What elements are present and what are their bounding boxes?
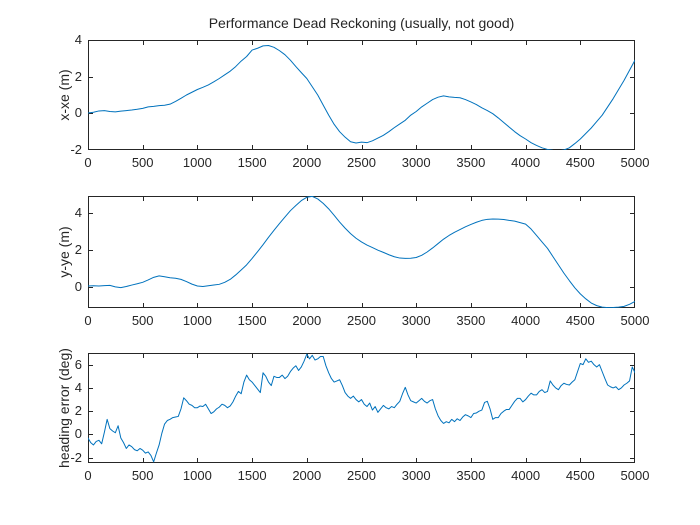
- y-tick-label: 4: [74, 205, 82, 221]
- x-tick-label: 1000: [182, 468, 212, 483]
- y-tick-label: 6: [74, 356, 82, 372]
- x-tick-label: 500: [131, 313, 154, 328]
- x-tick-label: 500: [131, 155, 154, 170]
- x-tick-label: 1500: [237, 468, 267, 483]
- x-tick-label: 3500: [456, 155, 486, 170]
- x-tick-label: 4000: [511, 468, 541, 483]
- data-line: [88, 353, 635, 463]
- subplot-1-axes: 0 500 1000 1500 2000 2500 3000 3500 4000 4500 5000…: [70, 32, 649, 170]
- x-tick-label: 1000: [182, 313, 212, 328]
- x-tick-label: 4500: [565, 468, 595, 483]
- y-tick-label: -2: [70, 142, 82, 157]
- y-tick-label: 4: [74, 32, 82, 47]
- axes-box: [88, 196, 635, 308]
- x-tick-label: 2000: [292, 313, 322, 328]
- x-tick-label: 3000: [401, 468, 431, 483]
- y-tick-label: 2: [74, 403, 82, 419]
- y-tick-label: 2: [74, 242, 82, 258]
- subplot-2-axes: 0 500 1000 1500 2000 2500 3000 3500 4000 4500 5000…: [75, 196, 649, 328]
- x-tick-label: 5000: [620, 155, 650, 170]
- figure-title: Performance Dead Reckoning (usually, not…: [208, 15, 515, 31]
- x-tick-label: 4500: [565, 155, 595, 170]
- x-tick-label: 0: [84, 313, 92, 328]
- x-tick-label: 1000: [182, 155, 212, 170]
- y-tick-label: 0: [74, 105, 82, 121]
- y-tick-label: 0: [74, 426, 82, 442]
- y-tick-label: 2: [74, 68, 82, 84]
- y-tick-label: -2: [70, 449, 82, 465]
- axes-box: [88, 353, 635, 463]
- x-tick-label: 2500: [347, 155, 376, 170]
- x-tick-label: 2000: [292, 468, 322, 483]
- x-tick-label: 0: [84, 468, 92, 483]
- x-tick-label: 2500: [347, 313, 376, 328]
- x-tick-label: 3500: [456, 468, 486, 483]
- x-tick-label: 4500: [565, 313, 595, 328]
- x-tick-label: 3000: [401, 313, 431, 328]
- data-line: [88, 196, 635, 308]
- plot-surface: [88, 196, 635, 308]
- x-tick-label: 2500: [347, 468, 376, 483]
- x-tick-label: 4000: [511, 155, 541, 170]
- x-tick-label: 5000: [620, 313, 650, 328]
- subplot-3-axes: 0 500 1000 1500 2000 2500 3000 3500 4000 4500 5000…: [70, 353, 649, 483]
- axes-box: [88, 40, 635, 150]
- x-tick-label: 5000: [620, 468, 650, 483]
- y-tick-label: 4: [74, 379, 82, 395]
- y-tick-label: 0: [74, 278, 82, 294]
- x-tick-label: 1500: [237, 313, 267, 328]
- x-tick-label: 3000: [401, 155, 431, 170]
- x-tick-label: 4000: [511, 313, 541, 328]
- x-tick-label: 2000: [292, 155, 322, 170]
- plot-surface: [88, 353, 635, 463]
- x-tick-label: 1500: [237, 155, 267, 170]
- x-tick-label: 500: [131, 468, 154, 483]
- x-tick-label: 0: [84, 155, 92, 170]
- data-line: [88, 45, 635, 150]
- x-tick-label: 3500: [456, 313, 486, 328]
- plot-surface: [88, 40, 635, 150]
